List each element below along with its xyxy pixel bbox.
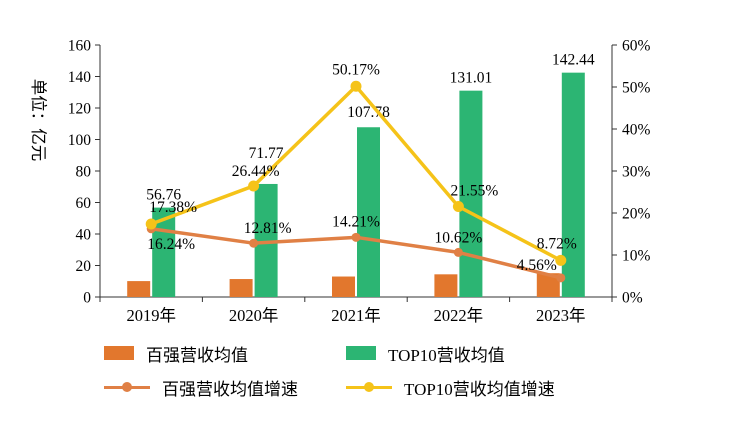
left-axis-tick-label: 20	[76, 258, 92, 275]
x-category-label: 2020年	[229, 306, 279, 325]
bar	[229, 279, 253, 297]
legend-row-bars: 百强营收均值 TOP10营收均值	[104, 336, 740, 370]
line-data-label: 16.24%	[147, 236, 195, 253]
chart-plot-area: 0 20 40 60 80 100 120 140 160 0% 10% 20% 30% 40% 50% 60…	[68, 38, 651, 326]
right-axis-tick-label: 60%	[622, 38, 651, 55]
bar-data-label: 56.76	[146, 187, 181, 204]
right-axis-tick-label: 50%	[622, 80, 651, 97]
legend-label-top10-bar: TOP10营收均值	[388, 345, 505, 365]
left-axis-tick-label: 60	[76, 195, 92, 212]
line-marker	[555, 254, 567, 266]
bar-data-label: 131.01	[450, 70, 493, 87]
legend-swatch-top10-bar	[346, 346, 376, 360]
line-marker	[350, 80, 362, 92]
line-data-label: 17.38%	[149, 199, 197, 216]
left-axis-tick-label: 160	[68, 38, 92, 55]
line-data-label: 14.21%	[332, 213, 380, 230]
legend-line-icon-top10-growth	[346, 380, 392, 394]
left-axis-tick-label: 80	[76, 164, 92, 181]
x-category-label: 2019年	[126, 306, 176, 325]
bar	[536, 273, 560, 297]
left-axis-tick-label: 140	[68, 69, 92, 86]
bars-top100	[127, 273, 560, 297]
legend-label-top100-growth: 百强营收均值增速	[162, 379, 298, 399]
right-axis-tick-label: 40%	[622, 122, 651, 139]
line-marker	[248, 180, 260, 192]
line-data-label: 12.81%	[244, 220, 292, 237]
line-marker	[453, 247, 463, 257]
line-data-label: 8.72%	[537, 235, 577, 252]
left-axis-tick-label: 0	[83, 290, 91, 307]
bar	[434, 274, 458, 297]
left-axis-tick-label: 100	[68, 132, 92, 149]
legend-dot-top10	[364, 382, 374, 392]
left-axis-tick-label: 120	[68, 101, 92, 118]
line-marker	[452, 200, 464, 212]
x-category-label: 2021年	[331, 306, 381, 325]
bar	[459, 90, 483, 298]
legend-item-top100-growth: 百强营收均值增速	[104, 375, 346, 400]
x-category-label: 2023年	[536, 306, 586, 325]
bar	[332, 276, 355, 297]
right-axis-tick-label: 30%	[622, 164, 651, 181]
legend-item-top10-bar: TOP10营收均值	[346, 341, 505, 366]
x-category-label: 2022年	[434, 306, 484, 325]
bar	[254, 183, 278, 297]
legend-dot-top100	[122, 382, 132, 392]
bar	[127, 281, 151, 297]
legend-item-top100-bar: 百强营收均值	[104, 341, 346, 366]
line-data-label: 50.17%	[332, 61, 380, 78]
bars-top10	[152, 72, 585, 298]
legend-label-top100-bar: 百强营收均值	[146, 345, 248, 365]
right-axis-tick-label: 10%	[622, 248, 651, 265]
line-data-label: 26.44%	[232, 163, 280, 180]
right-axis-tick-label: 20%	[622, 206, 651, 223]
line-data-label: 4.56%	[517, 257, 557, 274]
line-data-label: 10.62%	[435, 229, 483, 246]
legend-item-top10-growth: TOP10营收均值增速	[346, 375, 555, 400]
legend-row-lines: 百强营收均值增速 TOP10营收均值增速	[104, 370, 740, 404]
chart-svg: 单位：亿元 0 20 40 60 80 100 120 140 160 0% 10% 20% 30% 40…	[29, 38, 651, 326]
line-marker	[249, 238, 259, 248]
left-axis-title: 单位：亿元	[29, 79, 48, 162]
bar-data-label: 71.77	[249, 145, 284, 162]
right-axis-tick-label: 0%	[622, 290, 643, 307]
legend-label-top10-growth: TOP10营收均值增速	[404, 379, 555, 399]
left-axis-tick-label: 40	[76, 227, 92, 244]
line-marker	[351, 232, 361, 242]
line-marker	[145, 218, 157, 230]
legend: 百强营收均值 TOP10营收均值 百强营收均值增速 TOP10营收均值	[0, 336, 740, 404]
legend-swatch-top100-bar	[104, 346, 134, 360]
line-data-label: 21.55%	[451, 182, 499, 199]
bar	[357, 127, 380, 298]
bar	[561, 72, 585, 297]
legend-line-icon-top100-growth	[104, 380, 150, 394]
bar-data-label: 142.44	[552, 52, 595, 69]
bar-data-label: 107.78	[347, 104, 390, 121]
line-marker	[556, 273, 566, 283]
